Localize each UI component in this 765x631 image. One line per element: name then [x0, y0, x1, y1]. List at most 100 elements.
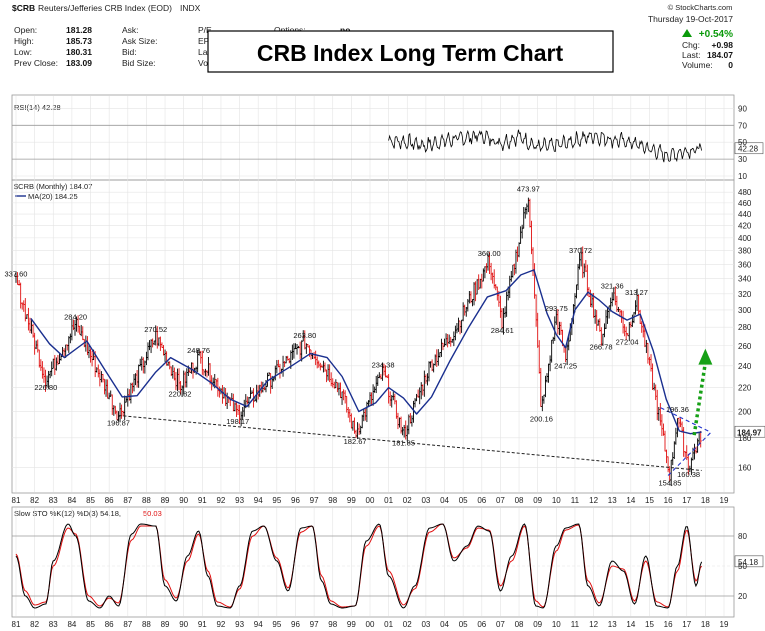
pivot-label: 234.38: [372, 361, 395, 370]
wedge-trendline: [667, 431, 712, 476]
field-volume-value: 0: [728, 60, 733, 70]
stoch-y-tick: 80: [738, 532, 747, 541]
pivot-label: 196.87: [107, 418, 130, 427]
x-tick-label: 97: [310, 620, 319, 629]
price-panel: [11, 179, 735, 494]
stoch-k-line: [15, 523, 703, 609]
x-tick-label: 06: [477, 620, 486, 629]
x-tick-label: 11: [571, 620, 580, 629]
x-tick-label: 92: [216, 496, 225, 505]
field-vol-label: Vol: [198, 58, 210, 68]
price-y-tick: 400: [738, 234, 752, 243]
price-y-tick: 380: [738, 247, 752, 256]
rsi-last-value: 42.28: [738, 145, 759, 154]
rsi-y-tick: 10: [738, 172, 747, 181]
x-tick-label: 07: [496, 496, 505, 505]
x-tick-label: 16: [664, 496, 673, 505]
x-tick-label: 01: [384, 496, 393, 505]
x-tick-label: 12: [589, 620, 598, 629]
rsi-y-tick: 70: [738, 121, 747, 130]
ma20-line: [30, 269, 702, 435]
x-tick-label: 85: [86, 496, 95, 505]
axis-layer: 81 81 82 82 83 83 84 84 85 85 86 86 87 87 88 88 89 89 90 90…: [12, 104, 752, 629]
pivot-label: 321.36: [601, 282, 624, 291]
x-tick-label: 13: [608, 496, 617, 505]
field-high-value: 185.73: [66, 36, 92, 46]
x-tick-label: 13: [608, 620, 617, 629]
x-tick-label: 83: [49, 496, 58, 505]
x-tick-label: 03: [421, 496, 430, 505]
field-options-label: Options:: [274, 25, 306, 35]
pivot-label: 154.85: [658, 479, 681, 488]
x-tick-label: 09: [533, 496, 542, 505]
rsi-y-tick: 30: [738, 155, 747, 164]
pivot-label: 366.00: [478, 249, 501, 258]
wedge-trendline: [660, 407, 712, 433]
x-tick-label: 93: [235, 620, 244, 629]
field-open-value: 181.28: [66, 25, 92, 35]
x-tick-label: 82: [30, 496, 39, 505]
stoch-last-box: [734, 555, 764, 568]
pivot-label: 198.17: [226, 417, 249, 426]
price-y-tick: 260: [738, 342, 752, 351]
x-tick-label: 92: [216, 620, 225, 629]
stoch-y-tick: 20: [738, 592, 747, 601]
stoch-layer: 54.18: [15, 523, 764, 609]
x-tick-label: 15: [645, 496, 654, 505]
stoch-last-value: 54.18: [738, 558, 759, 567]
x-tick-label: 08: [515, 620, 524, 629]
x-tick-label: 94: [254, 620, 263, 629]
field-prevclose-value: 183.09: [66, 58, 92, 68]
rsi-last-box: [734, 142, 764, 155]
field-pe-label: P/E: [198, 25, 212, 35]
header-change-pct: +0.54%: [699, 29, 733, 40]
x-tick-label: 88: [142, 496, 151, 505]
rsi-label: RSI(14) 42.28: [14, 103, 61, 112]
x-tick-label: 05: [459, 620, 468, 629]
pivot-label: 473.97: [517, 184, 540, 193]
rsi-y-tick: 50: [738, 138, 747, 147]
pivot-label: 247.25: [554, 361, 577, 370]
x-tick-label: 08: [515, 496, 524, 505]
x-tick-label: 86: [105, 496, 114, 505]
price-last-value: 184.97: [737, 428, 762, 437]
x-tick-label: 98: [328, 620, 337, 629]
price-y-tick: 360: [738, 260, 752, 269]
x-tick-label: 91: [198, 620, 207, 629]
x-tick-label: 81: [12, 496, 21, 505]
x-tick-label: 95: [272, 496, 281, 505]
x-tick-label: 15: [645, 620, 654, 629]
header-symbol: $CRB: [12, 3, 35, 13]
x-tick-label: 19: [720, 496, 729, 505]
pivot-label: 263.80: [293, 331, 316, 340]
x-tick-label: 99: [347, 620, 356, 629]
x-tick-label: 14: [626, 496, 635, 505]
price-y-tick: 300: [738, 306, 752, 315]
pivot-label: 270.52: [144, 325, 167, 334]
overlay-title: CRB Index Long Term Chart: [257, 40, 564, 66]
x-tick-label: 96: [291, 620, 300, 629]
field-prevclose-label: Prev Close:: [14, 58, 58, 68]
x-tick-label: 17: [682, 620, 691, 629]
pivot-label: 196.36: [666, 405, 689, 414]
x-tick-label: 05: [459, 496, 468, 505]
x-tick-label: 85: [86, 620, 95, 629]
field-eps-label: EPS: [198, 36, 215, 46]
x-tick-label: 88: [142, 620, 151, 629]
pivot-label: 293.75: [545, 304, 568, 313]
field-low-value: 180.31: [66, 47, 92, 57]
x-tick-label: 03: [421, 620, 430, 629]
field-bid-label: Bid:: [122, 47, 137, 57]
x-tick-label: 17: [682, 496, 691, 505]
x-tick-label: 97: [310, 496, 319, 505]
x-tick-label: 18: [701, 496, 710, 505]
pivot-label: 284.61: [491, 326, 514, 335]
projection-arrowhead-icon: [698, 348, 713, 365]
pivot-label: 181.85: [392, 438, 415, 447]
x-tick-label: 87: [123, 620, 132, 629]
x-tick-label: 95: [272, 620, 281, 629]
price-layer: 337.60 226.80 284.20 196.87 270.52 220.82 248.…: [5, 184, 765, 488]
pivot-label: 266.78: [590, 342, 613, 351]
price-ma-label: MA(20) 184.25: [28, 192, 78, 201]
